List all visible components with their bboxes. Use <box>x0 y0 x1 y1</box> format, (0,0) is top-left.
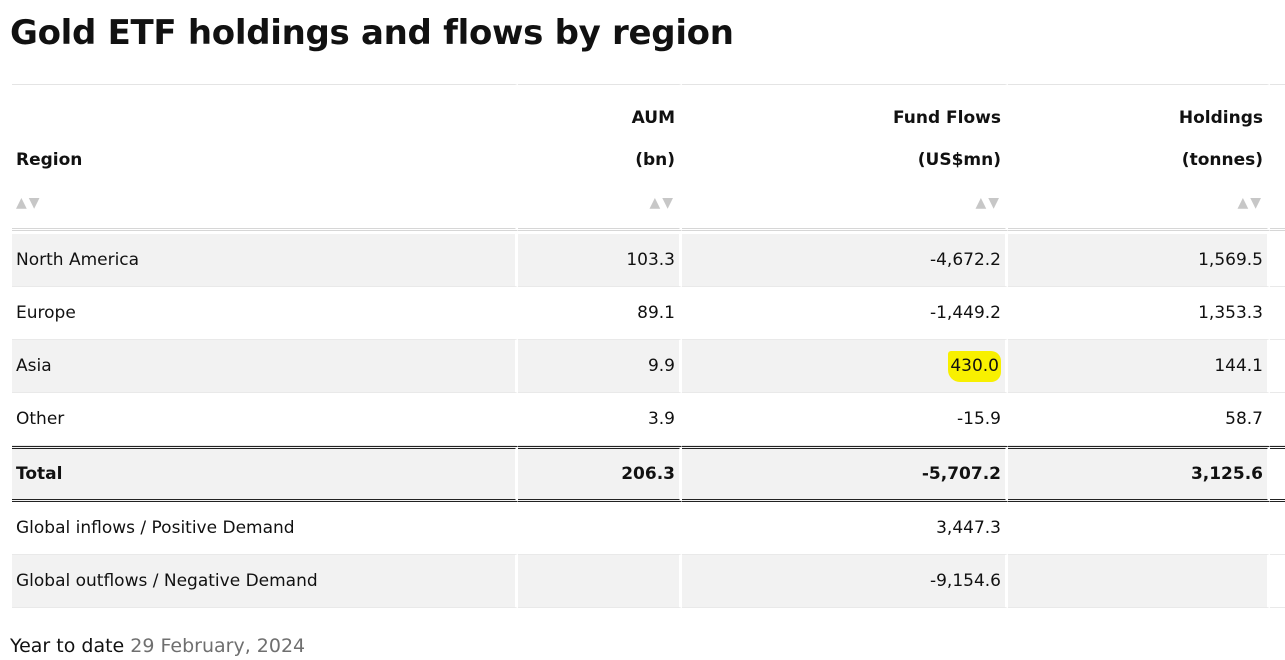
column-header-region[interactable]: Region ▲▼ <box>12 84 518 231</box>
region-cell: Europe <box>12 287 518 340</box>
sort-arrows-icon[interactable]: ▲▼ <box>16 195 42 211</box>
summary-row: Global outflows / Negative Demand -9,154… <box>12 555 1285 608</box>
holdings-cell: 144.1 <box>1008 340 1270 393</box>
holdings-cell: 1,569.5 <box>1008 231 1270 287</box>
header-line1 <box>16 97 511 139</box>
extra-cell <box>1270 446 1285 502</box>
footer-date: 29 February, 2024 <box>130 635 306 657</box>
header-line2: Region <box>16 150 83 170</box>
header-line1: AUM <box>631 108 675 128</box>
table-row: Asia 9.9 430.0 144.1 <box>12 340 1285 393</box>
summary-label: Global inflows / Positive Demand <box>12 502 518 555</box>
total-flows: -5,707.2 <box>682 446 1008 502</box>
column-header-aum[interactable]: AUM (bn) ▲▼ <box>518 84 682 231</box>
extra-cell <box>1270 340 1285 393</box>
aum-cell: 89.1 <box>518 287 682 340</box>
flows-cell: -1,449.2 <box>682 287 1008 340</box>
column-header-holdings[interactable]: Holdings (tonnes) ▲▼ <box>1008 84 1270 231</box>
holdings-cell <box>1008 502 1270 555</box>
extra-cell <box>1270 231 1285 287</box>
total-holdings: 3,125.6 <box>1008 446 1270 502</box>
aum-cell <box>518 555 682 608</box>
holdings-cell: 1,353.3 <box>1008 287 1270 340</box>
aum-cell: 3.9 <box>518 393 682 446</box>
summary-label: Global outflows / Negative Demand <box>12 555 518 608</box>
etf-holdings-table: Region ▲▼ AUM (bn) ▲▼ Fund Flows (US$mn)… <box>12 84 1285 608</box>
extra-cell <box>1270 393 1285 446</box>
aum-cell <box>518 502 682 555</box>
total-aum: 206.3 <box>518 446 682 502</box>
aum-cell: 103.3 <box>518 231 682 287</box>
extra-cell <box>1270 555 1285 608</box>
summary-flows: -9,154.6 <box>682 555 1008 608</box>
header-line2: (US$mn) <box>917 150 1001 170</box>
aum-cell: 9.9 <box>518 340 682 393</box>
highlighted-value: 430.0 <box>948 351 1001 382</box>
sort-arrows-icon[interactable]: ▲▼ <box>649 195 675 211</box>
region-cell: Asia <box>12 340 518 393</box>
holdings-cell: 58.7 <box>1008 393 1270 446</box>
table-row: Other 3.9 -15.9 58.7 <box>12 393 1285 446</box>
table-header-row: Region ▲▼ AUM (bn) ▲▼ Fund Flows (US$mn)… <box>12 84 1285 231</box>
footer-prefix: Year to date <box>10 635 125 657</box>
header-line2: (bn) <box>635 150 675 170</box>
sort-arrows-icon[interactable]: ▲▼ <box>975 195 1001 211</box>
header-line1: Holdings <box>1178 108 1263 128</box>
total-row: Total 206.3 -5,707.2 3,125.6 <box>12 446 1285 502</box>
flows-cell: -4,672.2 <box>682 231 1008 287</box>
column-header-fund-flows[interactable]: Fund Flows (US$mn) ▲▼ <box>682 84 1008 231</box>
header-line2: (tonnes) <box>1181 150 1263 170</box>
summary-flows: 3,447.3 <box>682 502 1008 555</box>
table-row: Europe 89.1 -1,449.2 1,353.3 <box>12 287 1285 340</box>
region-cell: North America <box>12 231 518 287</box>
extra-cell <box>1270 502 1285 555</box>
flows-cell: 430.0 <box>682 340 1008 393</box>
page-title: Gold ETF holdings and flows by region <box>10 13 734 53</box>
sort-arrows-icon[interactable]: ▲▼ <box>1237 195 1263 211</box>
summary-row: Global inflows / Positive Demand 3,447.3 <box>12 502 1285 555</box>
holdings-cell <box>1008 555 1270 608</box>
header-line1: Fund Flows <box>892 108 1001 128</box>
flows-cell: -15.9 <box>682 393 1008 446</box>
region-cell: Other <box>12 393 518 446</box>
column-header-extra <box>1270 84 1285 231</box>
extra-cell <box>1270 287 1285 340</box>
footer-note: Year to date 29 February, 2024 <box>10 632 305 660</box>
total-label: Total <box>12 446 518 502</box>
table-row: North America 103.3 -4,672.2 1,569.5 <box>12 231 1285 287</box>
